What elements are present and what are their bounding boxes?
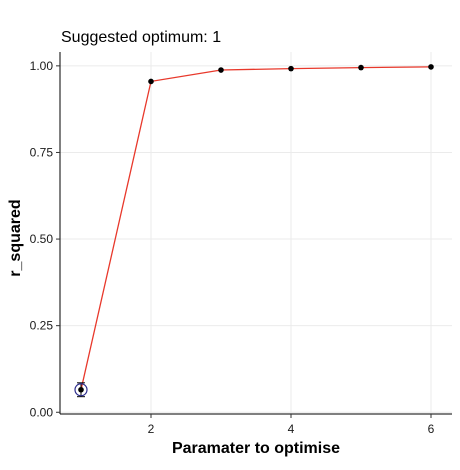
tick-labels: 0.00 0.25 0.50 0.75 1.00 2 4 6 bbox=[30, 59, 435, 436]
x-tick-label-2: 6 bbox=[428, 422, 435, 436]
x-tick-label-1: 4 bbox=[288, 422, 295, 436]
series-line bbox=[80, 66, 432, 390]
data-point-1 bbox=[148, 78, 154, 85]
series-line-path bbox=[80, 66, 432, 390]
data-point-2 bbox=[218, 67, 224, 73]
data-point-0 bbox=[78, 386, 84, 393]
chart-title: Suggested optimum: 1 bbox=[61, 29, 221, 46]
x-tick-label-0: 2 bbox=[148, 422, 155, 436]
y-tick-label-3: 0.75 bbox=[30, 145, 54, 159]
y-axis-title: r_squared bbox=[7, 199, 24, 276]
y-tick-label-1: 0.25 bbox=[30, 319, 54, 333]
data-points bbox=[74, 64, 434, 398]
grid-lines bbox=[60, 52, 452, 414]
axes bbox=[56, 52, 452, 418]
data-point-3 bbox=[288, 65, 294, 72]
y-tick-label-4: 1.00 bbox=[30, 59, 54, 73]
optimum-highlight-circle bbox=[74, 383, 88, 397]
y-tick-label-0: 0.00 bbox=[30, 405, 54, 419]
data-point-4 bbox=[358, 64, 364, 71]
data-point-5 bbox=[428, 64, 434, 70]
y-tick-label-2: 0.50 bbox=[30, 232, 54, 246]
x-axis-title: Paramater to optimise bbox=[172, 440, 340, 457]
